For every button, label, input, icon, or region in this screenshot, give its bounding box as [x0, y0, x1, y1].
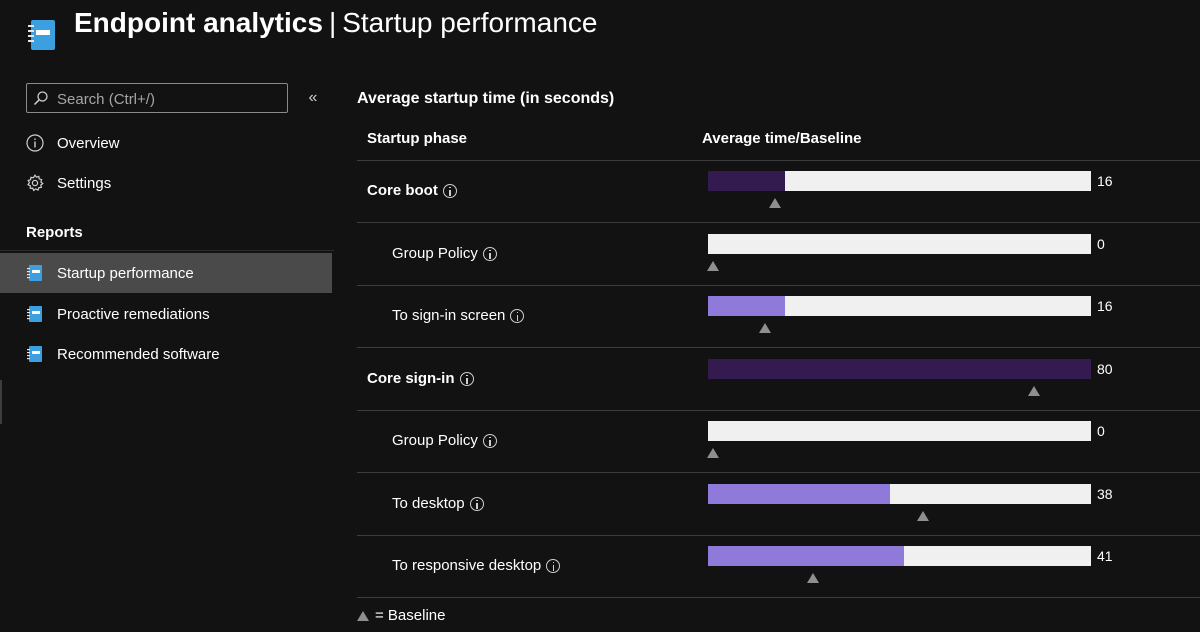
baseline-marker — [807, 573, 819, 583]
info-icon[interactable] — [482, 246, 497, 261]
legend: = Baseline — [357, 607, 445, 624]
bar-fill — [708, 484, 890, 504]
section-divider — [0, 250, 334, 251]
bar-value: 80 — [1097, 361, 1113, 377]
bar-fill — [708, 359, 1091, 379]
bar-value: 16 — [1097, 298, 1113, 314]
notebook-icon — [26, 345, 44, 363]
search-box[interactable] — [26, 83, 288, 113]
info-icon[interactable] — [482, 433, 497, 448]
baseline-marker — [769, 198, 781, 208]
baseline-marker — [1028, 386, 1040, 396]
bar-track — [708, 546, 1091, 566]
info-icon[interactable] — [510, 308, 525, 323]
resize-handle[interactable] — [0, 380, 2, 424]
sidebar-item-label: Settings — [57, 174, 112, 192]
divider — [357, 410, 1200, 411]
phase-label: To responsive desktop — [392, 557, 542, 574]
divider — [357, 472, 1200, 473]
table-row: Core sign-in 80 — [357, 348, 1200, 411]
phase-name: To desktop — [392, 495, 484, 512]
divider — [357, 160, 1200, 161]
section-title: Average startup time (in seconds) — [357, 90, 615, 107]
phase-name: Core sign-in — [367, 370, 474, 387]
info-icon[interactable] — [459, 371, 474, 386]
phase-label: Core boot — [367, 182, 438, 199]
title-separator: | — [328, 7, 337, 38]
table-row: To responsive desktop 41 — [357, 535, 1200, 598]
bar-value: 38 — [1097, 486, 1113, 502]
phase-name: To sign-in screen — [392, 307, 525, 324]
title-sub: Startup performance — [342, 7, 598, 38]
notebook-icon — [28, 18, 58, 52]
legend-label: = Baseline — [375, 607, 446, 624]
bar-track — [708, 296, 1091, 316]
main-content: Average startup time (in seconds) Startu… — [357, 60, 1200, 632]
divider — [357, 535, 1200, 536]
sidebar-item-settings[interactable]: Settings — [0, 163, 332, 203]
bar-track — [708, 171, 1091, 191]
column-header-phase: Startup phase — [367, 130, 468, 147]
info-icon — [26, 134, 44, 152]
baseline-marker — [917, 511, 929, 521]
phase-name: Core boot — [367, 182, 457, 199]
info-icon[interactable] — [442, 183, 457, 198]
baseline-marker — [707, 261, 719, 271]
info-icon[interactable] — [546, 558, 561, 573]
search-input[interactable] — [57, 89, 277, 109]
sidebar-item-recommended-software[interactable]: Recommended software — [0, 334, 332, 374]
bar-track — [708, 421, 1091, 441]
baseline-triangle-icon — [357, 610, 369, 621]
table-row: To desktop 38 — [357, 473, 1200, 536]
bar-track — [708, 359, 1091, 379]
phase-name: To responsive desktop — [392, 557, 561, 574]
divider — [357, 597, 1200, 598]
bar-value: 16 — [1097, 173, 1113, 189]
phase-name: Group Policy — [392, 432, 497, 449]
page-title: Endpoint analytics | Startup performance — [74, 4, 597, 42]
bar-value: 41 — [1097, 548, 1113, 564]
collapse-sidebar-button[interactable]: « — [308, 89, 318, 106]
phase-name: Group Policy — [392, 245, 497, 262]
bar-track — [708, 234, 1091, 254]
table-row: Group Policy 0 — [357, 410, 1200, 473]
info-icon[interactable] — [469, 496, 484, 511]
baseline-marker — [759, 323, 771, 333]
baseline-marker — [707, 448, 719, 458]
gear-icon — [26, 174, 44, 192]
bar-fill — [708, 546, 904, 566]
table-row: To sign-in screen 16 — [357, 285, 1200, 348]
sidebar-item-startup-performance[interactable]: Startup performance — [0, 253, 332, 293]
table-row: Core boot 16 — [357, 160, 1200, 223]
bar-fill — [708, 296, 785, 316]
search-icon — [33, 90, 49, 106]
reports-section-label: Reports — [26, 224, 83, 241]
phase-label: To desktop — [392, 495, 465, 512]
sidebar-item-label: Proactive remediations — [57, 305, 210, 323]
divider — [357, 222, 1200, 223]
sidebar-item-overview[interactable]: Overview — [0, 123, 332, 163]
sidebar-item-proactive-remediations[interactable]: Proactive remediations — [0, 294, 332, 334]
column-header-time: Average time/Baseline — [702, 130, 862, 147]
bar-fill — [708, 171, 785, 191]
bar-track — [708, 484, 1091, 504]
page-header: Endpoint analytics | Startup performance — [0, 0, 1200, 60]
bar-value: 0 — [1097, 423, 1105, 439]
bar-value: 0 — [1097, 236, 1105, 252]
sidebar-item-label: Overview — [57, 134, 120, 152]
notebook-icon — [26, 264, 44, 282]
sidebar-item-label: Startup performance — [57, 264, 194, 282]
divider — [357, 347, 1200, 348]
notebook-icon — [26, 305, 44, 323]
divider — [357, 285, 1200, 286]
title-main: Endpoint analytics — [74, 7, 323, 38]
phase-label: Group Policy — [392, 245, 478, 262]
sidebar: « Overview Settings Reports Star — [0, 60, 334, 632]
phase-label: Core sign-in — [367, 370, 455, 387]
phase-label: Group Policy — [392, 432, 478, 449]
table-row: Group Policy 0 — [357, 223, 1200, 286]
phase-label: To sign-in screen — [392, 307, 506, 324]
sidebar-item-label: Recommended software — [57, 345, 220, 363]
